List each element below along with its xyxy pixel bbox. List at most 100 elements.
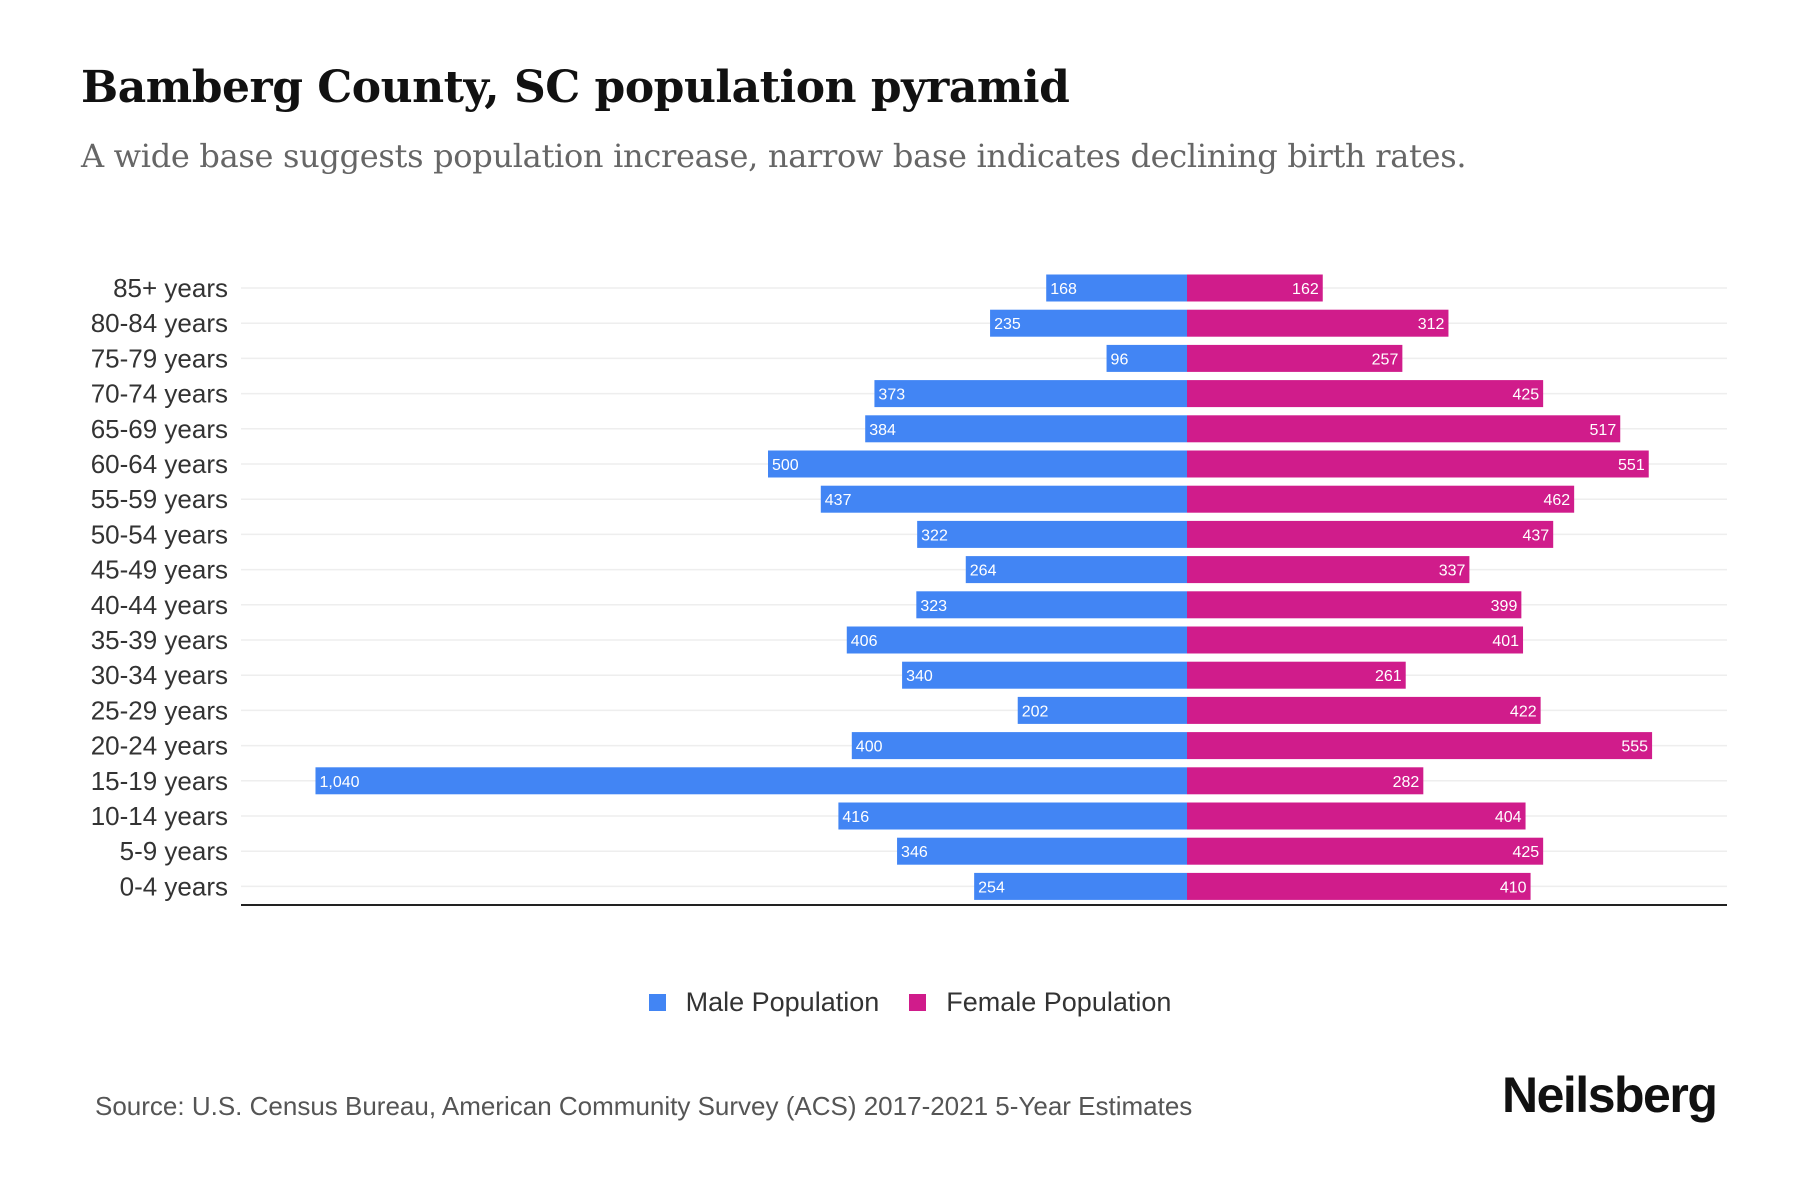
data-label-male: 500 [772, 457, 799, 474]
data-label-female: 422 [1510, 703, 1537, 720]
bar-male [916, 591, 1187, 619]
data-label-female: 437 [1523, 527, 1550, 544]
data-label-male: 254 [978, 879, 1005, 896]
data-label-male: 235 [994, 316, 1021, 333]
data-label-female: 261 [1375, 668, 1402, 685]
category-label: 50-54 years [91, 519, 228, 549]
category-label: 65-69 years [91, 414, 228, 444]
data-label-male: 323 [920, 598, 947, 615]
data-label-female: 162 [1292, 281, 1319, 298]
bar-female [1187, 415, 1621, 443]
bar-male [902, 661, 1187, 689]
data-label-male: 202 [1022, 703, 1049, 720]
data-label-female: 410 [1500, 879, 1527, 896]
legend-item-female[interactable]: Female Population [909, 987, 1171, 1018]
category-label: 60-64 years [91, 449, 228, 479]
category-label: 55-59 years [91, 484, 228, 514]
data-label-female: 404 [1495, 809, 1522, 826]
data-label-female: 282 [1393, 774, 1420, 791]
data-label-male: 264 [970, 563, 997, 580]
data-label-female: 551 [1618, 457, 1645, 474]
bar-female [1187, 309, 1449, 337]
legend-label-male: Male Population [685, 987, 880, 1017]
bar-female [1187, 344, 1403, 372]
category-label: 45-49 years [91, 555, 228, 585]
category-label: 0-4 years [120, 871, 228, 901]
bar-male [1017, 696, 1187, 724]
legend: Male Population Female Population [0, 987, 1800, 1018]
category-label: 40-44 years [91, 590, 228, 620]
data-label-male: 346 [901, 844, 928, 861]
bar-female [1187, 661, 1406, 689]
bar-female [1187, 732, 1653, 760]
data-label-female: 425 [1512, 387, 1539, 404]
bar-male [838, 802, 1187, 830]
bar-male [315, 767, 1188, 795]
bar-male [990, 309, 1187, 337]
data-label-male: 400 [856, 739, 883, 756]
data-label-male: 96 [1111, 351, 1129, 368]
data-label-male: 373 [878, 387, 905, 404]
data-label-female: 517 [1590, 422, 1617, 439]
category-label: 5-9 years [120, 836, 228, 866]
data-label-male: 340 [906, 668, 933, 685]
data-label-female: 425 [1512, 844, 1539, 861]
bar-female [1187, 274, 1323, 302]
category-label: 10-14 years [91, 801, 228, 831]
data-label-male: 1,040 [319, 774, 359, 791]
bar-female [1187, 767, 1424, 795]
data-label-male: 168 [1050, 281, 1077, 298]
bar-male [1106, 344, 1187, 372]
bar-female [1187, 696, 1541, 724]
category-label: 15-19 years [91, 766, 228, 796]
bar-female [1187, 837, 1544, 865]
category-label: 25-29 years [91, 695, 228, 725]
bar-male [820, 485, 1187, 513]
category-label: 70-74 years [91, 379, 228, 409]
category-label: 75-79 years [91, 343, 228, 373]
bar-male [874, 380, 1187, 408]
legend-swatch-female [909, 994, 927, 1011]
category-label: 20-24 years [91, 731, 228, 761]
chart-title: Bamberg County, SC population pyramid [81, 62, 1070, 113]
legend-label-female: Female Population [946, 987, 1172, 1017]
bar-female [1187, 450, 1649, 478]
category-label: 35-39 years [91, 625, 228, 655]
category-label: 80-84 years [91, 308, 228, 338]
source-note: Source: U.S. Census Bureau, American Com… [95, 1091, 1193, 1121]
data-label-female: 401 [1492, 633, 1519, 650]
bar-male [846, 626, 1187, 654]
data-label-female: 312 [1418, 316, 1445, 333]
bar-female [1187, 591, 1522, 619]
data-label-female: 337 [1439, 563, 1466, 580]
data-label-male: 384 [869, 422, 896, 439]
bar-male [851, 732, 1187, 760]
bar-female [1187, 872, 1531, 900]
bar-male [1046, 274, 1187, 302]
bar-female [1187, 802, 1526, 830]
data-label-male: 406 [851, 633, 878, 650]
bar-male [865, 415, 1187, 443]
bar-female [1187, 556, 1470, 584]
legend-item-male[interactable]: Male Population [648, 987, 880, 1018]
data-label-male: 416 [842, 809, 869, 826]
bar-male [974, 872, 1187, 900]
legend-swatch-male [648, 994, 666, 1011]
bar-male [917, 520, 1187, 548]
data-label-female: 462 [1543, 492, 1570, 509]
data-label-female: 555 [1621, 739, 1648, 756]
bar-female [1187, 485, 1575, 513]
bar-male [897, 837, 1187, 865]
bar-male [965, 556, 1187, 584]
data-label-male: 322 [921, 527, 948, 544]
category-label: 30-34 years [91, 660, 228, 690]
bar-female [1187, 520, 1554, 548]
chart-subtitle: A wide base suggests population increase… [81, 137, 1467, 175]
bar-male [768, 450, 1187, 478]
bar-female [1187, 380, 1544, 408]
data-label-female: 257 [1372, 351, 1399, 368]
bar-female [1187, 626, 1524, 654]
data-label-female: 399 [1491, 598, 1518, 615]
neilsberg-logo: Neilsberg [1502, 1067, 1718, 1123]
